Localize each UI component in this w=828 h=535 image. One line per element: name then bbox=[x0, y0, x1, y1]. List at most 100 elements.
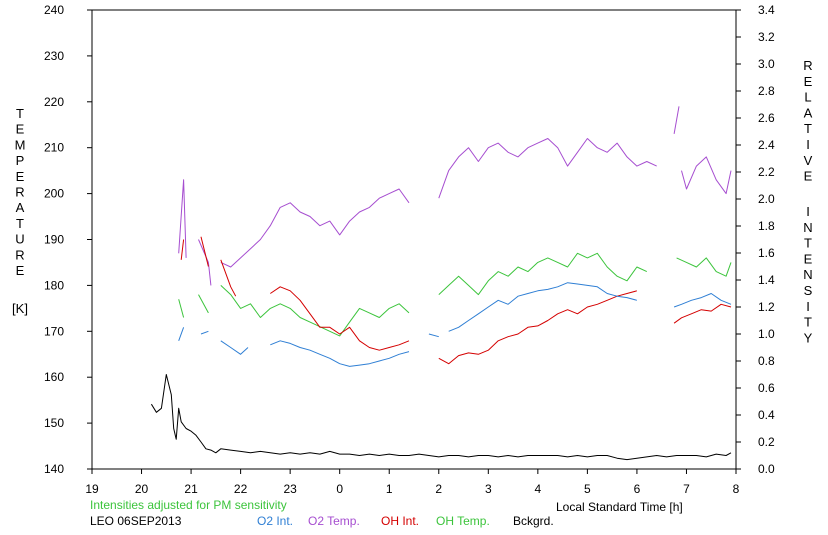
series-line-oh-temp bbox=[198, 294, 209, 314]
right-axis-title-letter: N bbox=[803, 267, 812, 282]
right-axis-title-letter: I bbox=[806, 137, 810, 152]
x-tick-label: 3 bbox=[485, 482, 492, 496]
y-right-tick-label: 1.4 bbox=[758, 273, 775, 287]
y-right-tick-label: 3.4 bbox=[758, 3, 775, 17]
right-axis-title-letter: S bbox=[804, 283, 813, 298]
left-axis-title-letter: P bbox=[16, 153, 25, 168]
series-line-o2-int bbox=[448, 282, 638, 332]
series-line-o2-int bbox=[178, 327, 185, 341]
y-right-tick-label: 0.0 bbox=[758, 462, 775, 476]
series-line-oh-int bbox=[220, 259, 237, 297]
x-tick-label: 19 bbox=[85, 482, 99, 496]
series-line-o2-temp bbox=[681, 156, 732, 195]
right-axis-title-letter: T bbox=[804, 236, 812, 251]
right-axis-title-letter: T bbox=[804, 121, 812, 136]
series-line-o2-temp bbox=[198, 239, 212, 286]
x-tick-label: 1 bbox=[386, 482, 393, 496]
y-right-tick-label: 0.8 bbox=[758, 354, 775, 368]
pm-sensitivity-note: Intensities adjusted for PM sensitivity bbox=[90, 498, 287, 512]
x-axis-title: Local Standard Time [h] bbox=[556, 500, 683, 514]
left-axis-title-letter: E bbox=[16, 122, 25, 137]
legend: O2 Int. O2 Temp. OH Int. OH Temp. Bckgrd. bbox=[257, 514, 554, 528]
series-line-oh-int bbox=[673, 303, 732, 324]
series-line-o2-temp bbox=[220, 188, 410, 268]
left-axis-title-letter: R bbox=[15, 185, 24, 200]
x-tick-label: 5 bbox=[584, 482, 591, 496]
series-line-oh-int bbox=[200, 236, 209, 267]
left-axis-title-letter: E bbox=[16, 169, 25, 184]
x-tick-label: 20 bbox=[135, 482, 149, 496]
x-tick-label: 2 bbox=[435, 482, 442, 496]
left-axis-title-letter: E bbox=[16, 263, 25, 278]
y-right-tick-label: 0.4 bbox=[758, 408, 775, 422]
right-axis-title-letter: E bbox=[804, 74, 813, 89]
series-line-o2-int bbox=[673, 293, 732, 308]
legend-item-oh-temp: OH Temp. bbox=[436, 514, 490, 528]
y-left-tick-label: 140 bbox=[44, 462, 64, 476]
y-right-tick-label: 3.0 bbox=[758, 57, 775, 71]
axis-layer: 19 20 21 22 23 0 1 2 3 4 5 6 7 8140150160170180190200… bbox=[44, 3, 775, 496]
series-line-o2-int bbox=[428, 333, 439, 338]
y-right-tick-label: 2.4 bbox=[758, 138, 775, 152]
left-axis-title-letter: T bbox=[16, 216, 24, 231]
right-axis-title-letter: I bbox=[806, 299, 810, 314]
right-axis-title-letter: T bbox=[804, 315, 812, 330]
y-left-tick-label: 200 bbox=[44, 187, 64, 201]
y-right-tick-label: 2.0 bbox=[758, 192, 775, 206]
x-tick-label: 6 bbox=[634, 482, 641, 496]
legend-item-bckgrd: Bckgrd. bbox=[513, 514, 554, 528]
series-line-o2-int bbox=[200, 330, 209, 335]
right-axis-title-letter: I bbox=[806, 204, 810, 219]
series-line-oh-temp bbox=[676, 257, 732, 277]
x-tick-label: 7 bbox=[683, 482, 690, 496]
plot-area-frame bbox=[91, 9, 737, 470]
series-line-oh-int bbox=[270, 286, 410, 351]
left-axis-title-letter: T bbox=[16, 106, 24, 121]
y-left-tick-label: 220 bbox=[44, 95, 64, 109]
y-right-tick-label: 2.6 bbox=[758, 111, 775, 125]
y-left-tick-label: 160 bbox=[44, 370, 64, 384]
series-line-oh-int bbox=[438, 290, 638, 365]
x-tick-label: 23 bbox=[283, 482, 297, 496]
legend-item-o2-temp: O2 Temp. bbox=[308, 514, 360, 528]
right-axis-title-letter: E bbox=[804, 169, 813, 184]
y-right-tick-label: 1.6 bbox=[758, 246, 775, 260]
y-right-tick-label: 1.8 bbox=[758, 219, 775, 233]
right-axis-title-letter: Y bbox=[804, 330, 813, 345]
y-right-tick-label: 2.8 bbox=[758, 84, 775, 98]
series-line-oh-temp bbox=[220, 285, 410, 337]
x-tick-label: 0 bbox=[336, 482, 343, 496]
y-left-tick-label: 150 bbox=[44, 416, 64, 430]
legend-item-oh-int: OH Int. bbox=[381, 514, 419, 528]
right-axis-title-letter: N bbox=[803, 220, 812, 235]
station-date-label: LEO 06SEP2013 bbox=[90, 514, 182, 528]
right-axis-title-letter: L bbox=[804, 90, 811, 105]
y-right-tick-label: 0.2 bbox=[758, 435, 775, 449]
left-axis-unit: [K] bbox=[12, 301, 28, 316]
y-left-tick-label: 210 bbox=[44, 141, 64, 155]
y-right-tick-label: 2.2 bbox=[758, 165, 775, 179]
y-right-tick-label: 0.6 bbox=[758, 381, 775, 395]
series-line-bckgrd bbox=[150, 374, 732, 461]
series-line-o2-int bbox=[220, 340, 249, 355]
y-right-tick-label: 1.0 bbox=[758, 327, 775, 341]
left-axis-title-letter: M bbox=[15, 137, 26, 152]
y-left-tick-label: 240 bbox=[44, 3, 64, 17]
right-axis-title-letter: R bbox=[803, 58, 812, 73]
series-line-o2-int bbox=[270, 340, 410, 367]
right-axis-title-letter: A bbox=[804, 105, 813, 120]
series-line-oh-temp bbox=[438, 252, 648, 296]
x-tick-label: 21 bbox=[184, 482, 198, 496]
series-line-o2-temp bbox=[438, 138, 657, 199]
right-axis-title-letter: E bbox=[804, 251, 813, 266]
y-left-tick-label: 170 bbox=[44, 324, 64, 338]
series-line-o2-temp bbox=[178, 179, 187, 258]
x-tick-label: 8 bbox=[733, 482, 740, 496]
y-right-tick-label: 1.2 bbox=[758, 300, 775, 314]
y-left-tick-label: 180 bbox=[44, 278, 64, 292]
left-axis-title-letter: R bbox=[15, 247, 24, 262]
legend-item-o2-int: O2 Int. bbox=[257, 514, 293, 528]
